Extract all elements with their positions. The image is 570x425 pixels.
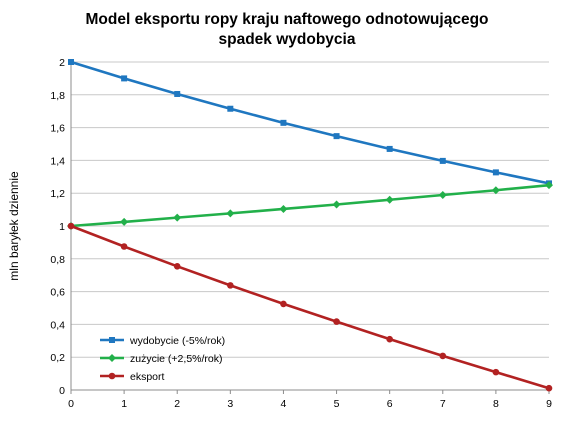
data-point-eksport (439, 352, 447, 360)
data-point-eksport (227, 282, 234, 289)
data-point-eksport (386, 335, 393, 343)
data-point-zuzycie (332, 200, 341, 209)
y-tick-label: 0,4 (50, 319, 65, 331)
data-point-wydobycie (280, 119, 287, 126)
data-point-wydobycie (492, 169, 499, 176)
x-tick-label: 2 (174, 398, 180, 410)
series-group (67, 59, 553, 392)
y-tick-label: 2 (59, 57, 65, 69)
data-point-zuzycie (173, 213, 182, 222)
y-tick-label: 0 (59, 385, 65, 397)
y-tick-label: 1,2 (50, 188, 65, 200)
legend-label: zużycie (+2,5%/rok) (130, 353, 223, 365)
legend-label: eksport (130, 371, 165, 383)
legend-swatch-marker (108, 354, 116, 362)
axes: 0 0,2 0,4 0,6 0,8 1 1,2 1,4 1,6 1,8 2 0 1 2 3 4 5 6 7 8 9 (50, 57, 552, 410)
gridlines (71, 61, 549, 358)
x-tick-label: 4 (281, 398, 287, 410)
x-tick-label: 1 (121, 398, 127, 410)
x-tick-label: 3 (227, 398, 233, 410)
data-point-zuzycie (279, 204, 288, 213)
data-point-wydobycie (174, 90, 181, 97)
data-point-eksport (120, 243, 128, 250)
y-tick-label: 0,2 (50, 352, 65, 364)
series-wydobycie (68, 59, 552, 187)
y-tick-label: 0,8 (50, 254, 65, 266)
series-line-eksport (70, 224, 550, 390)
x-tick-label: 6 (387, 398, 393, 410)
chart-title-line-1: Model eksportu ropy kraju naftowego odno… (85, 11, 488, 28)
legend-label: wydobycie (-5%/rok) (129, 335, 225, 347)
y-tick-label: 1,4 (50, 155, 65, 167)
legend-swatch-marker (108, 372, 116, 380)
x-tick-label: 0 (68, 398, 74, 410)
y-axis-label: mln baryłek dziennie (7, 171, 21, 281)
chart-title-line-2: spadek wydobycia (219, 31, 356, 48)
data-point-eksport (67, 222, 75, 230)
legend-swatch-marker (109, 337, 115, 343)
data-point-eksport (173, 263, 181, 270)
data-point-zuzycie (491, 186, 500, 195)
data-point-wydobycie (68, 59, 74, 65)
data-point-zuzycie (545, 181, 553, 190)
data-point-zuzycie (120, 217, 129, 226)
y-tick-label: 1 (59, 221, 65, 233)
legend: wydobycie (-5%/rok) zużycie (+2,5%/rok) ek… (100, 335, 225, 383)
y-tick-label: 1,6 (50, 123, 65, 135)
data-point-wydobycie (121, 75, 128, 82)
series-eksport (67, 222, 553, 392)
legend-item-zuzycie: zużycie (+2,5%/rok) (100, 353, 223, 365)
y-tick-label: 1,8 (50, 90, 65, 102)
data-point-zuzycie (385, 195, 394, 204)
x-tick-label: 5 (334, 398, 340, 410)
data-point-zuzycie (226, 209, 235, 218)
data-point-wydobycie (227, 105, 234, 112)
data-point-eksport (492, 368, 500, 376)
data-point-eksport (280, 300, 287, 308)
legend-item-wydobycie: wydobycie (-5%/rok) (100, 335, 225, 347)
x-tick-label: 9 (546, 398, 552, 410)
series-line-wydobycie (70, 60, 550, 185)
data-point-wydobycie (439, 157, 446, 164)
x-tick-label: 7 (440, 398, 446, 410)
data-point-wydobycie (333, 133, 340, 140)
data-point-zuzycie (438, 191, 447, 200)
legend-item-eksport: eksport (100, 371, 165, 383)
x-tick-label: 8 (493, 398, 499, 410)
y-tick-label: 0,6 (50, 287, 65, 299)
data-point-eksport (333, 318, 340, 325)
series-line-zuzycie (70, 183, 550, 228)
data-point-eksport (545, 384, 553, 392)
series-zuzycie (67, 181, 553, 230)
data-point-wydobycie (386, 145, 393, 152)
